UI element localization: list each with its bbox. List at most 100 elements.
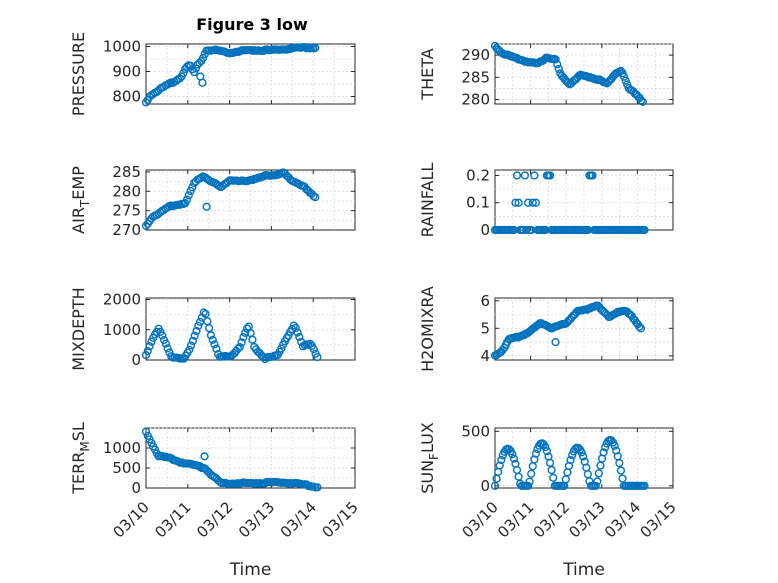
subplot-h2omixra: 4 5 6 H2OMIXRA — [418, 286, 674, 372]
data-point — [212, 344, 221, 353]
data-point — [599, 448, 608, 457]
grid-lines — [495, 170, 673, 230]
y-tick-label: 5 — [480, 319, 490, 337]
data-point — [551, 337, 560, 347]
data-point — [188, 336, 198, 346]
y-tick-label: 4 — [480, 347, 490, 365]
data-point — [201, 309, 210, 319]
data-point — [542, 447, 552, 456]
grid-lines — [495, 298, 673, 360]
data-point — [618, 474, 627, 483]
data-point — [601, 443, 610, 452]
y-axis-label: THETA — [418, 48, 437, 100]
data-point — [184, 191, 193, 200]
data-point — [619, 72, 629, 81]
data-point — [311, 43, 320, 52]
data-point — [208, 335, 217, 344]
data-point — [291, 323, 300, 333]
data-point — [640, 225, 649, 235]
data-series — [141, 427, 322, 492]
data-point — [161, 339, 170, 348]
subplot-mixdepth: 0 1000 2000 MIXDEPTH — [69, 287, 356, 371]
data-point — [239, 333, 248, 342]
data-point — [495, 461, 504, 470]
y-tick-label: 280 — [461, 91, 490, 109]
x-tick-label: 03/11 — [494, 498, 537, 541]
y-tick-label: 2000 — [103, 291, 141, 309]
data-point — [235, 343, 244, 352]
data-point — [174, 457, 183, 466]
data-point — [512, 171, 522, 180]
y-axis-label: MIXDEPTH — [69, 287, 88, 370]
data-point — [200, 452, 209, 461]
data-point — [185, 345, 194, 354]
axes-frame — [494, 169, 674, 231]
data-point — [616, 466, 626, 475]
data-point — [191, 64, 201, 73]
data-point — [167, 352, 176, 361]
y-tick-label: 500 — [112, 459, 141, 477]
data-series — [490, 301, 646, 360]
data-point — [579, 452, 588, 461]
data-point — [640, 481, 649, 490]
data-point — [147, 337, 156, 346]
data-point — [531, 449, 541, 458]
data-point — [497, 455, 506, 465]
data-point — [568, 451, 577, 460]
data-series — [490, 41, 647, 106]
data-point — [615, 458, 624, 468]
data-point — [248, 335, 257, 344]
data-point — [145, 342, 154, 351]
y-tick-label: 0.2 — [466, 166, 490, 184]
data-point — [610, 441, 619, 450]
data-series — [141, 168, 320, 230]
data-point — [523, 481, 533, 490]
data-point — [621, 76, 630, 85]
data-point — [241, 328, 250, 338]
subplot-pressure: 800 900 1000 PRESSURE — [69, 32, 356, 116]
data-point — [295, 332, 304, 342]
y-tick-label: 0 — [131, 351, 141, 369]
data-point — [530, 171, 539, 180]
data-point — [509, 454, 518, 463]
y-tick-label: 0.1 — [466, 194, 490, 212]
y-axis-label: AIRTEMP — [69, 166, 92, 234]
data-point — [202, 202, 211, 211]
data-point — [527, 469, 536, 478]
data-point — [523, 198, 533, 207]
y-tick-label: 1000 — [103, 38, 141, 56]
y-tick-label: 0 — [480, 221, 490, 239]
y-tick-label: 500 — [461, 422, 490, 440]
data-point — [293, 328, 302, 337]
data-point — [637, 96, 646, 105]
data-point — [593, 477, 602, 486]
y-tick-label: 900 — [112, 63, 141, 81]
x-axis-label: Time — [229, 560, 272, 580]
data-point — [187, 341, 196, 350]
data-point — [190, 331, 199, 340]
data-point — [141, 427, 151, 436]
data-point — [199, 308, 208, 317]
x-tick-label: 03/13 — [235, 498, 278, 541]
data-point — [277, 344, 286, 353]
subplot-theta: 280 285 290 THETA — [418, 41, 674, 109]
data-point — [545, 458, 555, 467]
data-point — [554, 64, 563, 74]
data-point — [196, 72, 205, 81]
data-point — [549, 473, 558, 482]
grid-lines — [146, 427, 355, 488]
y-axis-label: RAINFALL — [418, 163, 437, 238]
y-tick-label: 290 — [461, 46, 490, 64]
data-point — [237, 338, 246, 347]
data-point — [179, 68, 188, 78]
y-axis-label: SUNFLUX — [418, 422, 441, 494]
y-tick-label: 6 — [480, 292, 490, 310]
y-tick-label: 800 — [112, 88, 141, 106]
data-point — [520, 171, 530, 180]
x-tick-label: 03/10 — [110, 498, 153, 541]
x-tick-label: 03/15 — [637, 498, 680, 541]
figure-title: Figure 3 low — [196, 15, 308, 34]
y-axis-label: H2OMIXRA — [418, 286, 437, 372]
